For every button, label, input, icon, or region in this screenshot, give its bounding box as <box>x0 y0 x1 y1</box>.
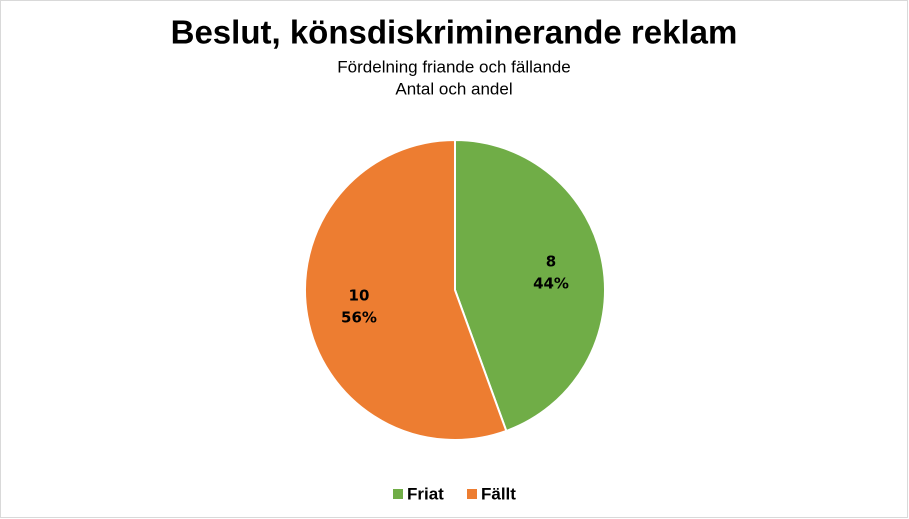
legend-label: Fällt <box>481 484 516 503</box>
pie-slice <box>454 138 606 433</box>
legend-swatch <box>467 489 477 499</box>
data-label: 10 <box>349 286 370 304</box>
chart-subtitle: Fördelning friande och fällande <box>337 57 570 76</box>
pie-slice <box>304 138 508 441</box>
data-label: 44% <box>533 275 569 293</box>
data-label: 56% <box>341 308 377 326</box>
legend-swatch <box>393 489 403 499</box>
chart-subtitle: Antal och andel <box>395 79 512 98</box>
chart-title: Beslut, könsdiskriminerande reklam <box>171 14 738 51</box>
legend-label: Friat <box>407 484 444 503</box>
data-label: 8 <box>546 253 556 271</box>
